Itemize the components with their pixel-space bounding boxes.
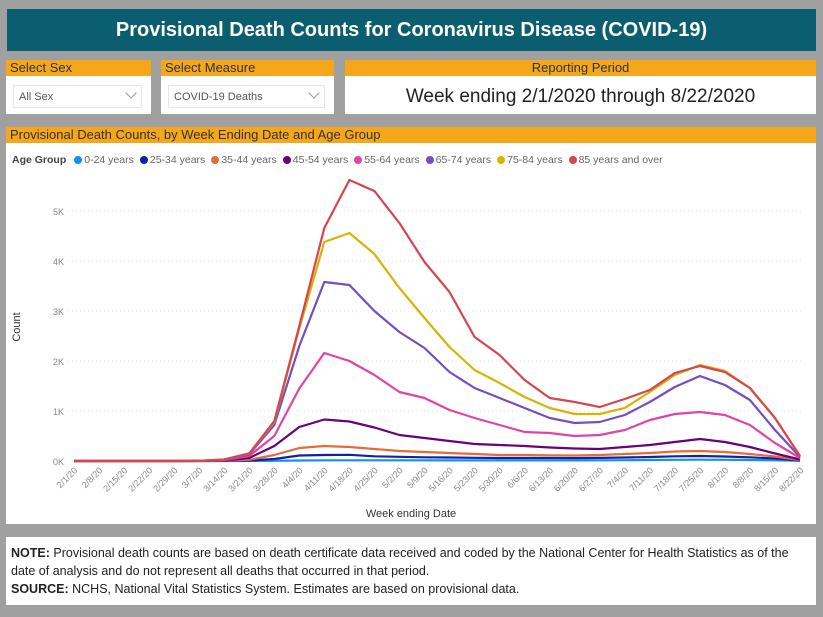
x-tick-label: 2/22/20 <box>126 465 154 493</box>
legend-item[interactable]: 0-24 years <box>74 154 134 166</box>
x-tick-label: 7/11/20 <box>627 465 655 493</box>
series-line-75-84-years <box>74 231 801 463</box>
reporting-period-label: Reporting Period <box>345 60 816 76</box>
measure-slicer-label: Select Measure <box>161 60 334 76</box>
x-axis-title: Week ending Date <box>366 508 456 520</box>
note-line: NOTE: Provisional death counts are based… <box>11 544 811 580</box>
legend-label: 0-24 years <box>84 154 134 166</box>
legend-label: 85 years and over <box>578 154 663 166</box>
y-tick-label: 4K <box>53 257 64 267</box>
legend-label: 75-84 years <box>507 154 563 166</box>
legend-marker-icon <box>354 156 363 164</box>
legend-item[interactable]: 25-34 years <box>139 154 206 166</box>
series-line-65-74-years <box>74 280 801 463</box>
footnote-panel: NOTE: Provisional death counts are based… <box>6 537 816 605</box>
sex-dropdown-value: All Sex <box>19 91 54 103</box>
source-text: NCHS, National Vital Statistics System. … <box>68 582 520 596</box>
x-tick-label: 6/13/20 <box>527 465 555 493</box>
legend-label: 45-54 years <box>292 154 349 166</box>
legend-item[interactable]: 45-54 years <box>282 154 349 166</box>
y-tick-label: 2K <box>53 357 64 367</box>
x-tick-label: 7/25/20 <box>677 465 705 493</box>
source-label: SOURCE: <box>11 582 69 596</box>
legend-label: 55-64 years <box>364 154 420 166</box>
x-tick-label: 2/29/20 <box>151 465 179 493</box>
x-tick-label: 4/11/20 <box>302 465 330 493</box>
x-tick-label: 3/28/20 <box>251 465 279 493</box>
legend-marker-icon <box>568 156 577 164</box>
measure-dropdown-value: COVID-19 Deaths <box>174 91 263 103</box>
legend-label: 35-44 years <box>221 154 277 166</box>
legend-item[interactable]: 35-44 years <box>211 154 277 166</box>
reporting-period-value: Week ending 2/1/2020 through 8/22/2020 <box>405 86 756 107</box>
legend-item[interactable]: 65-74 years <box>425 154 492 166</box>
chart-legend: Age Group 0-24 years 25-34 years 35-44 yea… <box>12 154 669 166</box>
x-tick-label: 8/22/20 <box>777 465 805 493</box>
legend-item[interactable]: 55-64 years <box>354 154 420 166</box>
x-tick-label: 5/16/20 <box>427 465 455 493</box>
x-tick-label: 8/1/20 <box>706 465 731 490</box>
sex-slicer-label: Select Sex <box>6 60 151 76</box>
sex-slicer: Select Sex All Sex <box>6 60 151 114</box>
x-tick-label: 2/1/20 <box>55 465 80 490</box>
dashboard-title: Provisional Death Counts for Coronavirus… <box>7 9 816 51</box>
y-tick-label: 5K <box>53 207 64 217</box>
measure-dropdown[interactable]: COVID-19 Deaths <box>168 85 325 108</box>
note-label: NOTE: <box>11 546 50 560</box>
x-tick-label: 5/23/20 <box>452 465 480 493</box>
legend-item[interactable]: 75-84 years <box>497 154 563 166</box>
legend-item[interactable]: 85 years and over <box>568 154 663 166</box>
series-line-45-54-years <box>74 418 801 463</box>
y-tick-label: 0K <box>53 457 64 467</box>
source-line: SOURCE: NCHS, National Vital Statistics … <box>11 580 811 598</box>
legend-marker-icon <box>139 156 148 164</box>
y-tick-label: 3K <box>53 307 64 317</box>
legend-marker-icon <box>497 156 506 164</box>
x-tick-label: 5/30/20 <box>477 465 505 493</box>
sex-dropdown[interactable]: All Sex <box>13 85 142 108</box>
measure-slicer: Select Measure COVID-19 Deaths <box>161 60 334 114</box>
y-axis-title: Count <box>11 312 23 341</box>
legend-label: 65-74 years <box>435 154 492 166</box>
chevron-down-icon <box>308 87 320 99</box>
legend-marker-icon <box>74 156 83 164</box>
x-tick-label: 8/15/20 <box>752 465 780 493</box>
y-tick-label: 1K <box>53 407 64 417</box>
chevron-down-icon <box>125 87 137 99</box>
x-tick-label: 4/25/20 <box>352 465 380 493</box>
x-tick-label: 3/21/20 <box>226 465 254 493</box>
x-tick-label: 4/18/20 <box>326 465 354 493</box>
series-line-85-years-and-over <box>74 178 801 463</box>
legend-marker-icon <box>211 156 220 164</box>
x-tick-label: 6/27/20 <box>577 465 605 493</box>
x-tick-label: 3/14/20 <box>201 465 229 493</box>
legend-label: 25-34 years <box>149 154 206 166</box>
x-tick-label: 5/2/20 <box>380 465 405 490</box>
chart-title: Provisional Death Counts, by Week Ending… <box>6 127 816 143</box>
x-tick-label: 2/15/20 <box>101 465 129 493</box>
x-tick-label: 6/20/20 <box>552 465 580 493</box>
chart-panel: Provisional Death Counts, by Week Ending… <box>6 127 816 524</box>
x-tick-label: 7/18/20 <box>652 465 680 493</box>
legend-marker-icon <box>425 156 434 164</box>
reporting-period-card: Reporting Period Week ending 2/1/2020 th… <box>345 60 816 114</box>
legend-title: Age Group <box>12 154 67 166</box>
note-text: Provisional death counts are based on de… <box>11 546 789 578</box>
legend-marker-icon <box>282 156 291 164</box>
